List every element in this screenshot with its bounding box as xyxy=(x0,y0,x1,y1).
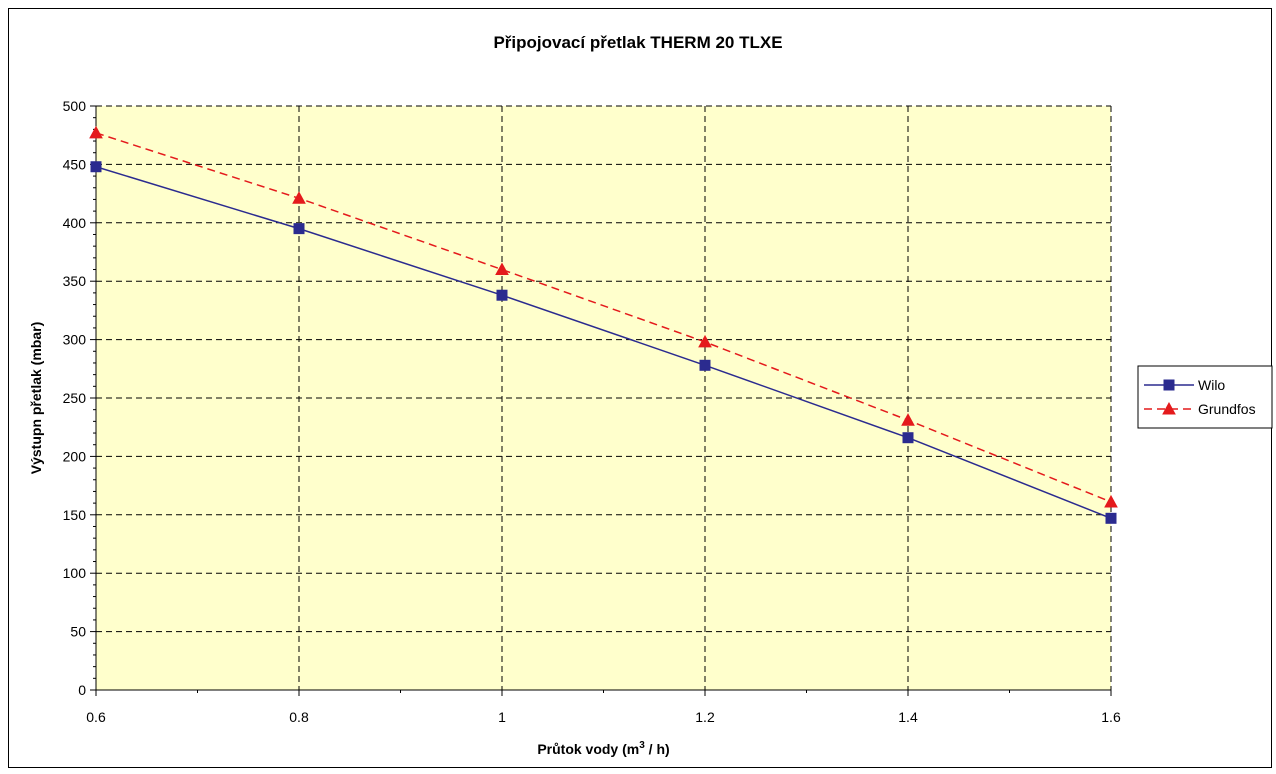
x-axis-title: Průtok vody (m3 / h) xyxy=(537,740,669,757)
data-point-wilo xyxy=(902,432,914,444)
data-point-grundfos xyxy=(292,191,306,204)
data-point-wilo xyxy=(90,161,102,173)
legend-label-grundfos: Grundfos xyxy=(1198,401,1256,417)
x-tick-label: 0.8 xyxy=(289,709,309,725)
series-wilo xyxy=(90,161,1117,524)
y-tick-label: 0 xyxy=(78,682,86,698)
y-tick-label: 300 xyxy=(63,332,87,348)
y-tick-label: 150 xyxy=(63,507,87,523)
data-point-grundfos xyxy=(495,262,509,276)
series-line-grundfos xyxy=(95,132,1112,503)
x-axis-title-main: Průtok vody (m xyxy=(537,741,639,757)
chart-title: Připojovací přetlak THERM 20 TLXE xyxy=(493,33,783,52)
legend-label-wilo: Wilo xyxy=(1198,377,1225,393)
x-tick-label: 1 xyxy=(498,709,506,725)
y-tick-label: 50 xyxy=(70,624,86,640)
data-point-wilo xyxy=(699,359,711,371)
x-tick-label: 0.6 xyxy=(86,709,106,725)
data-point-wilo xyxy=(1105,512,1117,524)
series-line-wilo xyxy=(95,166,1112,520)
legend-marker-wilo xyxy=(1163,379,1175,391)
data-point-grundfos xyxy=(698,334,712,348)
x-tick-label: 1.2 xyxy=(695,709,715,725)
y-tick-label: 250 xyxy=(63,390,87,406)
x-axis-title-superscript: 3 xyxy=(639,740,645,751)
x-axis-title-tail: / h) xyxy=(645,741,670,757)
y-axis-title: Výstupn přetlak (mbar) xyxy=(28,322,44,474)
data-point-wilo xyxy=(293,223,305,235)
y-tick-label: 500 xyxy=(63,98,87,114)
x-tick-label: 1.6 xyxy=(1101,709,1121,725)
x-tick-label: 1.4 xyxy=(898,709,918,725)
legend-box xyxy=(1137,365,1273,429)
y-tick-label: 200 xyxy=(63,448,87,464)
data-point-grundfos xyxy=(901,413,915,426)
data-point-wilo xyxy=(496,289,508,301)
series-grundfos xyxy=(89,125,1118,508)
legend: Wilo Grundfos xyxy=(1137,365,1273,429)
y-tick-label: 400 xyxy=(63,215,87,231)
data-point-grundfos xyxy=(1104,494,1118,508)
legend-marker-grundfos xyxy=(1162,401,1176,415)
y-tick-label: 450 xyxy=(63,156,87,172)
data-point-grundfos xyxy=(89,125,103,139)
y-tick-label: 350 xyxy=(63,273,87,289)
y-tick-label: 100 xyxy=(63,565,87,581)
